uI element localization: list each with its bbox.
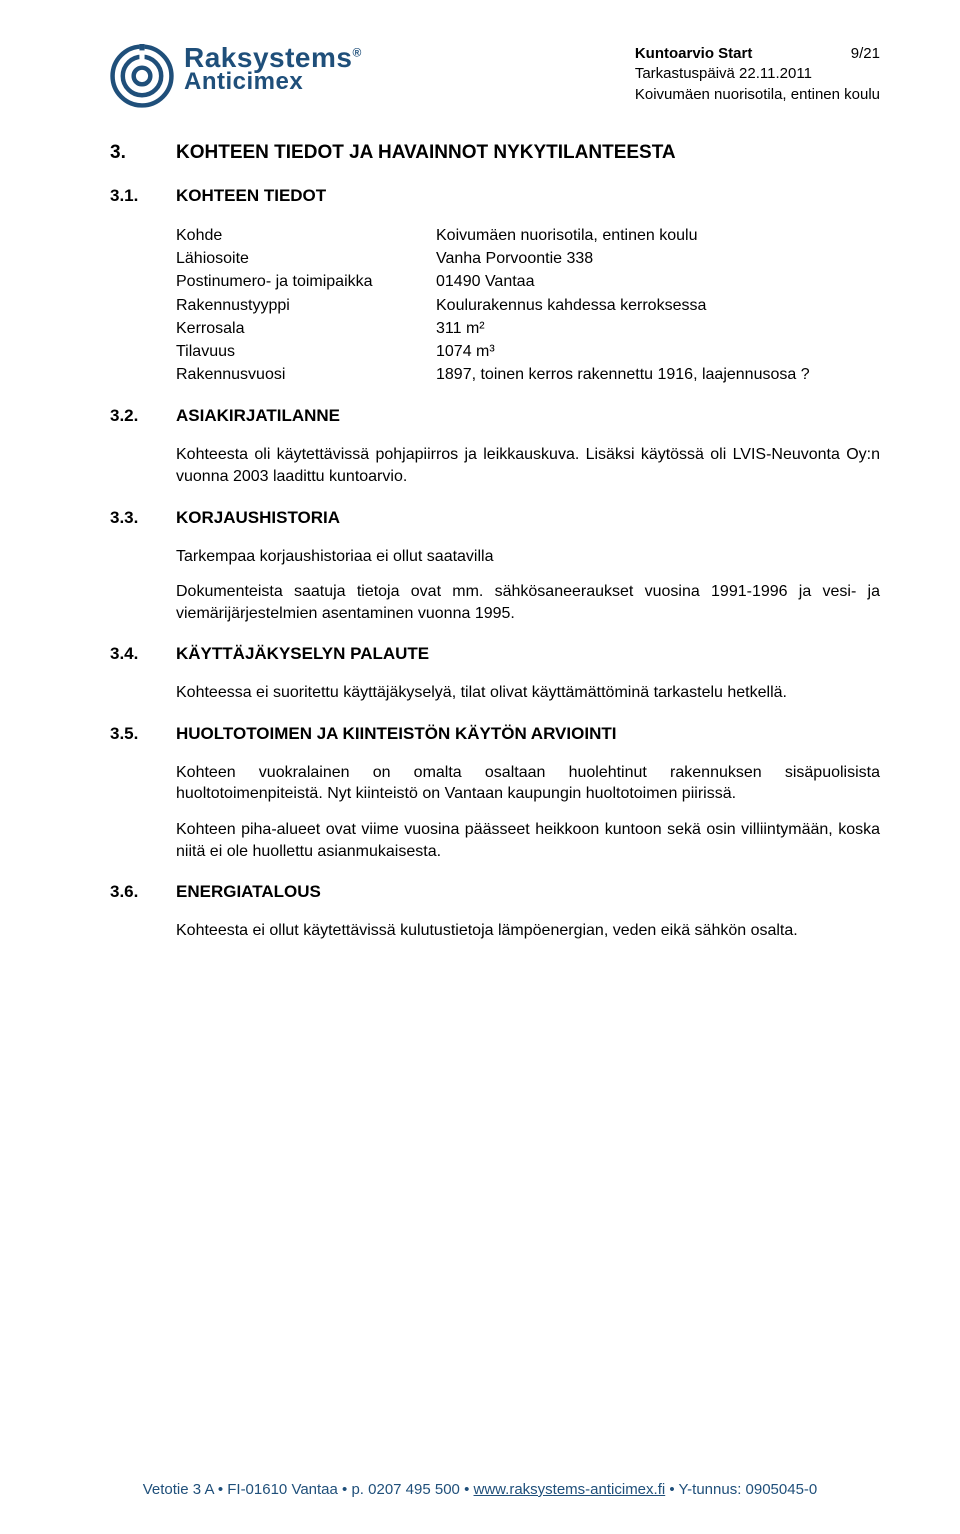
inspection-date: Tarkastuspäivä 22.11.2011: [635, 64, 880, 84]
footer-ytunnus: Y-tunnus: 0905045-0: [679, 1481, 818, 1498]
subsection-33: 3.3. KORJAUSHISTORIA: [110, 508, 880, 528]
kv-val: Koulurakennus kahdessa kerroksessa: [436, 294, 880, 317]
page-number: 9/21: [851, 44, 880, 64]
sub-34-title: KÄYTTÄJÄKYSELYN PALAUTE: [176, 644, 429, 664]
table-row: RakennustyyppiKoulurakennus kahdessa ker…: [176, 294, 880, 317]
section-3-title: 3. KOHTEEN TIEDOT JA HAVAINNOT NYKYTILAN…: [110, 142, 880, 164]
logo-line2: Anticimex: [184, 70, 362, 94]
subsection-32: 3.2. ASIAKIRJATILANNE: [110, 406, 880, 426]
table-row: Postinumero- ja toimipaikka01490 Vantaa: [176, 270, 880, 293]
para-35-2: Kohteen piha-alueet ovat viime vuosina p…: [176, 819, 880, 862]
sub-35-title: HUOLTOTOIMEN JA KIINTEISTÖN KÄYTÖN ARVIO…: [176, 724, 616, 744]
table-row: KohdeKoivumäen nuorisotila, entinen koul…: [176, 224, 880, 247]
subsection-34: 3.4. KÄYTTÄJÄKYSELYN PALAUTE: [110, 644, 880, 664]
kv-key: Postinumero- ja toimipaikka: [176, 270, 436, 293]
sub-36-num: 3.6.: [110, 882, 176, 902]
section-3-num: 3.: [110, 142, 176, 164]
subsection-31: 3.1. KOHTEEN TIEDOT: [110, 186, 880, 206]
sub-33-title: KORJAUSHISTORIA: [176, 508, 340, 528]
kv-key: Lähiosoite: [176, 247, 436, 270]
page: Raksystems® Anticimex Kuntoarvio Start 9…: [0, 0, 960, 1534]
sub-35-num: 3.5.: [110, 724, 176, 744]
header-meta: Kuntoarvio Start 9/21 Tarkastuspäivä 22.…: [635, 44, 880, 105]
section-3-text: KOHTEEN TIEDOT JA HAVAINNOT NYKYTILANTEE…: [176, 142, 676, 164]
dot-icon: •: [669, 1481, 678, 1498]
footer: Vetotie 3 A • FI-01610 Vantaa • p. 0207 …: [0, 1481, 960, 1498]
dot-icon: •: [464, 1481, 473, 1498]
footer-city: FI-01610 Vantaa: [227, 1481, 338, 1498]
para-35-1: Kohteen vuokralainen on omalta osaltaan …: [176, 762, 880, 805]
logo-block: Raksystems® Anticimex: [110, 44, 362, 108]
kv-table-31: KohdeKoivumäen nuorisotila, entinen koul…: [176, 224, 880, 386]
logo-text: Raksystems® Anticimex: [184, 44, 362, 94]
doc-title: Kuntoarvio Start: [635, 44, 753, 64]
sub-31-num: 3.1.: [110, 186, 176, 206]
sub-32-num: 3.2.: [110, 406, 176, 426]
para-33-1: Tarkempaa korjaushistoriaa ei ollut saat…: [176, 546, 880, 568]
subsection-36: 3.6. ENERGIATALOUS: [110, 882, 880, 902]
kv-val: 1074 m³: [436, 340, 880, 363]
registered-icon: ®: [352, 46, 361, 60]
footer-url-link[interactable]: www.raksystems-anticimex.fi: [474, 1481, 666, 1498]
para-33-2: Dokumenteista saatuja tietoja ovat mm. s…: [176, 581, 880, 624]
kv-val: Vanha Porvoontie 338: [436, 247, 880, 270]
dot-icon: •: [218, 1481, 227, 1498]
kv-key: Kerrosala: [176, 317, 436, 340]
site-name: Koivumäen nuorisotila, entinen koulu: [635, 85, 880, 105]
para-36-1: Kohteesta ei ollut käytettävissä kulutus…: [176, 920, 880, 942]
sub-31-title: KOHTEEN TIEDOT: [176, 186, 326, 206]
table-row: Kerrosala311 m²: [176, 317, 880, 340]
kv-key: Rakennusvuosi: [176, 363, 436, 386]
sub-33-num: 3.3.: [110, 508, 176, 528]
kv-val: 01490 Vantaa: [436, 270, 880, 293]
para-32-1: Kohteesta oli käytettävissä pohjapiirros…: [176, 444, 880, 487]
kv-key: Rakennustyyppi: [176, 294, 436, 317]
para-34-1: Kohteessa ei suoritettu käyttäjäkyselyä,…: [176, 682, 880, 704]
header: Raksystems® Anticimex Kuntoarvio Start 9…: [110, 44, 880, 108]
sub-34-num: 3.4.: [110, 644, 176, 664]
kv-key: Tilavuus: [176, 340, 436, 363]
kv-val: 1897, toinen kerros rakennettu 1916, laa…: [436, 363, 880, 386]
kv-key: Kohde: [176, 224, 436, 247]
footer-phone: p. 0207 495 500: [351, 1481, 459, 1498]
subsection-35: 3.5. HUOLTOTOIMEN JA KIINTEISTÖN KÄYTÖN …: [110, 724, 880, 744]
header-meta-row: Kuntoarvio Start 9/21: [635, 44, 880, 64]
table-row: Rakennusvuosi1897, toinen kerros rakenne…: [176, 363, 880, 386]
footer-addr: Vetotie 3 A: [143, 1481, 214, 1498]
sub-32-title: ASIAKIRJATILANNE: [176, 406, 340, 426]
kv-val: 311 m²: [436, 317, 880, 340]
target-icon: [110, 44, 174, 108]
table-row: Tilavuus1074 m³: [176, 340, 880, 363]
table-row: LähiosoiteVanha Porvoontie 338: [176, 247, 880, 270]
sub-36-title: ENERGIATALOUS: [176, 882, 321, 902]
kv-val: Koivumäen nuorisotila, entinen koulu: [436, 224, 880, 247]
